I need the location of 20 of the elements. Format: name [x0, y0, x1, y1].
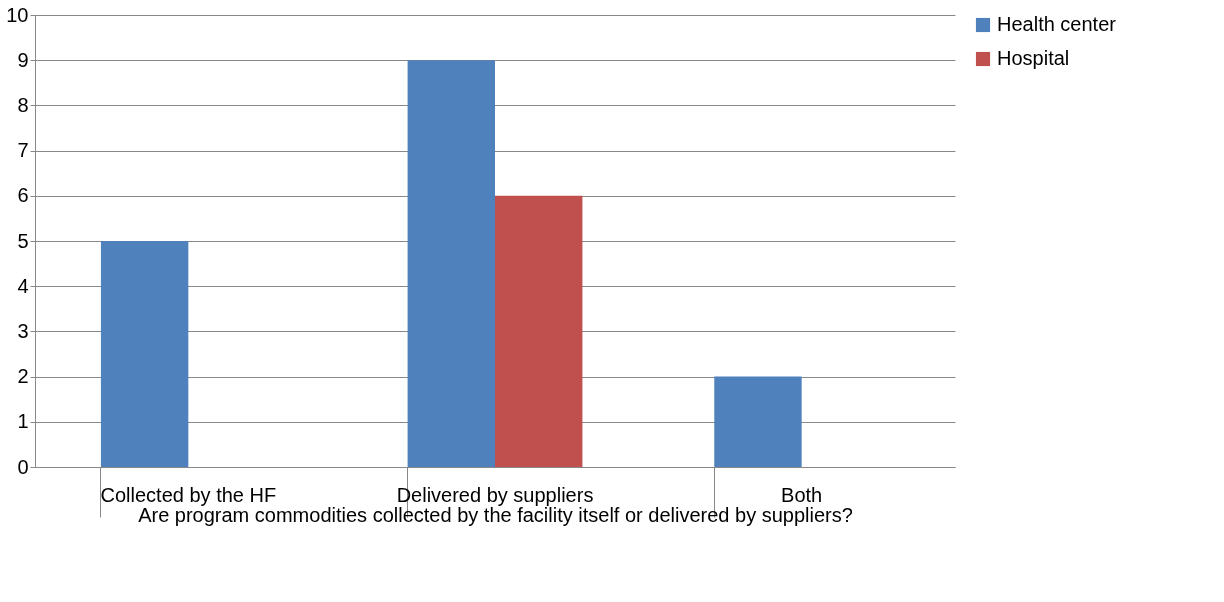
y-tick-label: 2 [17, 365, 29, 388]
y-tick-label: 8 [17, 93, 29, 116]
y-tick-label: 7 [17, 139, 29, 162]
y-tick-label: 9 [17, 48, 29, 71]
bar [495, 195, 583, 467]
x-tick-label: Both [781, 483, 823, 506]
legend-label: Hospital [997, 47, 1070, 69]
y-tick-label: 6 [17, 184, 29, 207]
x-tick-label: Delivered by suppliers [396, 483, 594, 506]
bar [714, 376, 802, 467]
x-tick-label: Collected by the HF [100, 483, 277, 506]
y-tick-label: 5 [17, 229, 29, 252]
bar [100, 241, 189, 467]
y-tick-label: 10 [6, 3, 29, 26]
legend-label: Health center [997, 13, 1117, 35]
bar [407, 60, 495, 467]
y-tick-label: 0 [17, 455, 29, 478]
y-tick-label: 3 [17, 319, 29, 342]
y-tick-label: 4 [17, 274, 29, 297]
y-tick-label: 1 [17, 410, 29, 433]
